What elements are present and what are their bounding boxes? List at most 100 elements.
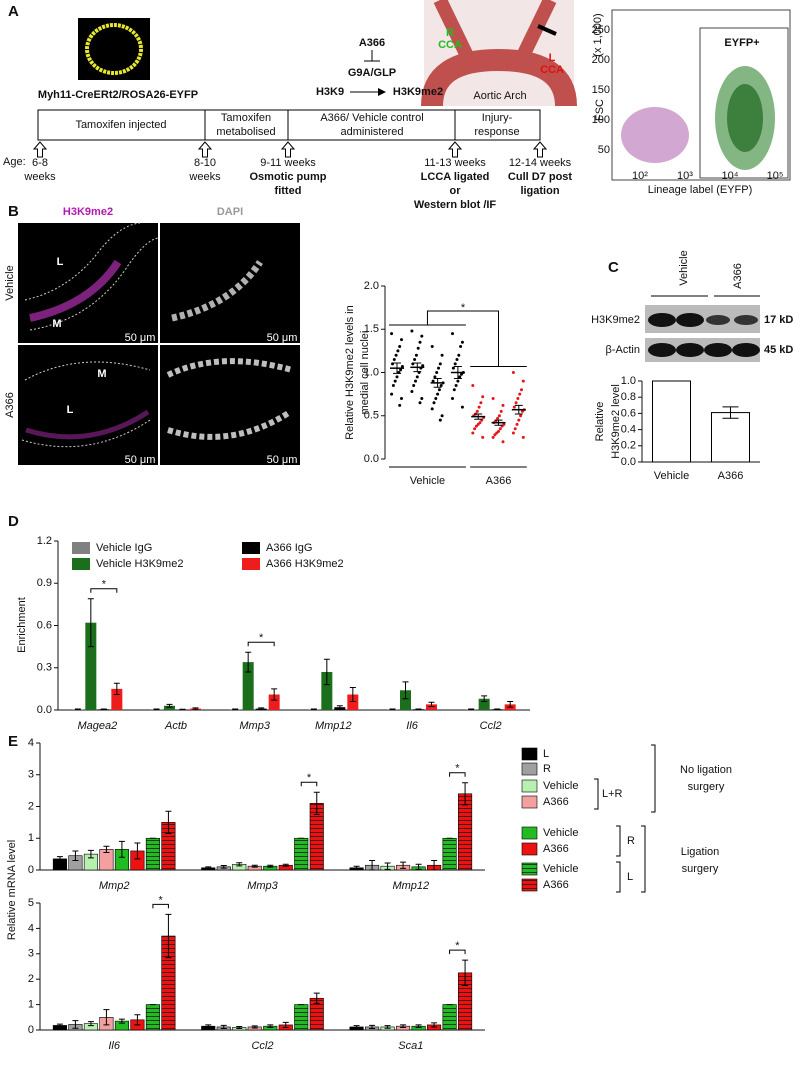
- data-point: [497, 414, 501, 418]
- data-point: [437, 366, 440, 370]
- significance-bracket: [152, 903, 169, 909]
- significance-label: *: [159, 894, 164, 906]
- significance-label: *: [307, 772, 312, 784]
- y-axis-label: medial cell nuclei: [359, 331, 371, 415]
- timeline-phase: response: [474, 126, 519, 138]
- bar: [426, 704, 437, 710]
- data-point: [460, 340, 464, 344]
- error-bar: [205, 1024, 212, 1028]
- error-bar: [72, 1020, 79, 1029]
- timepoint-arrow: [32, 141, 48, 158]
- data-point: [471, 383, 475, 387]
- data-point: [491, 396, 495, 400]
- error-bar: [431, 1022, 438, 1028]
- dapi-signal: [166, 358, 293, 440]
- legend-swatch: [521, 779, 538, 793]
- artery-label: L: [549, 52, 556, 64]
- age-label: Age:: [3, 156, 26, 168]
- data-point: [451, 396, 454, 400]
- right-cca: [433, 0, 477, 66]
- timepoint-arrow: [447, 141, 463, 158]
- x-tick-label: Mmp2: [99, 880, 130, 892]
- data-point: [440, 353, 444, 357]
- error-bar: [349, 686, 356, 703]
- data-point: [520, 388, 523, 392]
- error-bar: [384, 1025, 391, 1029]
- event: ligation: [520, 185, 559, 197]
- legend-group-label: Ligation: [681, 846, 720, 858]
- y-tick-label: 1.0: [621, 375, 636, 387]
- error-bar: [179, 708, 186, 711]
- data-point: [395, 375, 399, 379]
- data-point: [436, 392, 440, 396]
- group-label: Vehicle: [410, 475, 445, 487]
- lane-label: A366: [732, 263, 744, 289]
- legend-group-label: L+R: [602, 788, 623, 800]
- x-tick-label: Mmp12: [315, 720, 352, 732]
- data-point: [493, 433, 497, 437]
- timepoint-arrow: [280, 141, 296, 158]
- significance-bracket: [300, 781, 318, 787]
- micrograph: [18, 345, 158, 465]
- y-tick-label: 2: [28, 973, 34, 985]
- data-point: [471, 431, 475, 435]
- error-bar: [400, 861, 407, 869]
- event: or: [450, 185, 462, 197]
- timepoint-arrow: [197, 141, 213, 158]
- legend-swatch: [242, 542, 260, 554]
- flow-cytometry-plot: [611, 9, 791, 181]
- vessel-outline: [24, 222, 159, 331]
- data-point: [460, 405, 464, 409]
- y-tick-label: 1.5: [364, 323, 379, 335]
- legend-label: Vehicle: [543, 780, 578, 792]
- x-tick-label: Il6: [406, 720, 419, 732]
- artery-label: CCA: [438, 39, 462, 51]
- size-label: 17 kD: [764, 314, 793, 326]
- panel-label: D: [8, 513, 19, 530]
- y-tick-label: 0.2: [621, 440, 636, 452]
- data-point: [390, 392, 394, 396]
- dapi-signal: [171, 260, 263, 322]
- y-tick-label: 0.0: [621, 456, 636, 468]
- data-point: [391, 383, 395, 387]
- flow-xtick: 10⁵: [767, 170, 784, 182]
- timeline-phase: Tamoxifen injected: [75, 119, 166, 131]
- data-point: [415, 375, 419, 379]
- age: 6-8: [32, 157, 48, 169]
- error-bar: [56, 1023, 63, 1028]
- x-tick-label: Magea2: [77, 720, 117, 732]
- legend-swatch: [521, 826, 538, 840]
- error-bar: [313, 791, 320, 815]
- error-bar: [103, 845, 110, 854]
- data-point: [481, 395, 485, 399]
- sem-bar: [393, 362, 401, 374]
- data-point: [410, 390, 414, 394]
- x-tick-label: Vehicle: [654, 470, 689, 482]
- error-bar: [192, 707, 199, 710]
- data-point: [491, 435, 495, 439]
- data-point: [398, 403, 402, 407]
- data-point: [416, 346, 420, 350]
- y-tick-label: 0: [28, 864, 34, 876]
- bar: [442, 837, 457, 871]
- data-point: [459, 345, 463, 349]
- data-point: [418, 401, 422, 405]
- data-point: [518, 392, 522, 396]
- flow-ytick: 200: [592, 54, 610, 66]
- legend-swatch: [521, 795, 538, 809]
- data-point: [481, 435, 485, 439]
- legend-bracket: [594, 778, 599, 810]
- flow-gate: [699, 27, 789, 179]
- aorta-illustration: [421, 0, 577, 107]
- error-bar: [415, 708, 422, 711]
- age: 8-10: [194, 157, 216, 169]
- y-tick-label: 0.6: [37, 619, 52, 631]
- data-point: [435, 371, 439, 374]
- error-bar: [87, 1021, 94, 1027]
- error-bar: [165, 810, 172, 834]
- y-tick-label: 0.8: [621, 391, 636, 403]
- x-tick-label: Mmp3: [239, 720, 270, 732]
- bar: [145, 1004, 160, 1031]
- data-point: [438, 362, 442, 366]
- data-point: [511, 371, 515, 374]
